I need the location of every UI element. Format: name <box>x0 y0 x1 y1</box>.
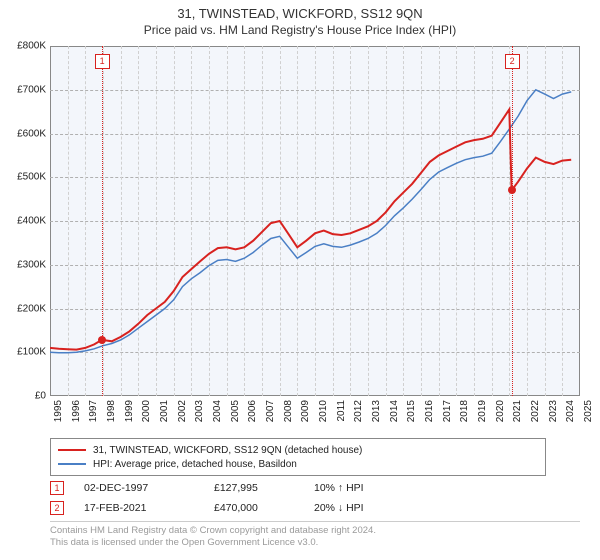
x-tick-label: 2005 <box>230 400 241 422</box>
y-tick-label: £200K <box>17 303 46 314</box>
footer-line-1: Contains HM Land Registry data © Crown c… <box>50 525 580 537</box>
transaction-date: 02-DEC-1997 <box>84 482 214 494</box>
transaction-price: £470,000 <box>214 502 314 514</box>
x-tick-label: 2025 <box>583 400 594 422</box>
x-tick-label: 1996 <box>71 400 82 422</box>
transaction-row: 1 02-DEC-1997£127,99510% ↑ HPI <box>50 478 546 498</box>
transaction-badge: 2 <box>50 501 64 515</box>
x-tick-label: 1999 <box>124 400 135 422</box>
transaction-table: 1 02-DEC-1997£127,99510% ↑ HPI 2 17-FEB-202… <box>50 478 546 518</box>
x-tick-label: 2009 <box>300 400 311 422</box>
x-tick-label: 2010 <box>318 400 329 422</box>
x-tick-label: 2012 <box>353 400 364 422</box>
y-tick-label: £500K <box>17 172 46 183</box>
legend-label: HPI: Average price, detached house, Basi… <box>93 459 297 470</box>
x-tick-label: 2014 <box>389 400 400 422</box>
legend-item: 31, TWINSTEAD, WICKFORD, SS12 9QN (detac… <box>58 443 538 457</box>
footer-line-2: This data is licensed under the Open Gov… <box>50 537 580 549</box>
x-tick-label: 2003 <box>194 400 205 422</box>
x-tick-label: 1995 <box>53 400 64 422</box>
transaction-badge: 1 <box>50 481 64 495</box>
line-svg <box>50 46 580 396</box>
x-tick-label: 2001 <box>159 400 170 422</box>
y-tick-label: £0 <box>35 391 46 402</box>
x-tick-label: 2018 <box>459 400 470 422</box>
x-tick-label: 2007 <box>265 400 276 422</box>
y-tick-label: £800K <box>17 41 46 52</box>
x-tick-label: 2021 <box>512 400 523 422</box>
x-tick-label: 2016 <box>424 400 435 422</box>
x-tick-label: 2008 <box>283 400 294 422</box>
y-tick-label: £600K <box>17 128 46 139</box>
legend-item: HPI: Average price, detached house, Basi… <box>58 457 538 471</box>
transaction-price: £127,995 <box>214 482 314 494</box>
chart-subtitle: Price paid vs. HM Land Registry's House … <box>0 21 600 37</box>
x-tick-label: 2000 <box>141 400 152 422</box>
x-tick-label: 2022 <box>530 400 541 422</box>
chart-container: 31, TWINSTEAD, WICKFORD, SS12 9QN Price … <box>0 0 600 560</box>
x-tick-label: 2017 <box>442 400 453 422</box>
marker-point <box>508 186 516 194</box>
chart-title: 31, TWINSTEAD, WICKFORD, SS12 9QN <box>0 0 600 21</box>
marker-badge: 2 <box>505 54 520 69</box>
marker-point <box>98 336 106 344</box>
transaction-delta: 20% ↓ HPI <box>314 502 434 514</box>
transaction-row: 2 17-FEB-2021£470,00020% ↓ HPI <box>50 498 546 518</box>
plot-area: 12 £0£100K£200K£300K£400K£500K£600K£700K… <box>50 46 580 396</box>
legend-box: 31, TWINSTEAD, WICKFORD, SS12 9QN (detac… <box>50 438 546 476</box>
y-tick-label: £300K <box>17 259 46 270</box>
x-tick-label: 1998 <box>106 400 117 422</box>
series-hpi <box>50 90 571 353</box>
footer-attribution: Contains HM Land Registry data © Crown c… <box>50 521 580 550</box>
x-tick-label: 2013 <box>371 400 382 422</box>
marker-line <box>512 46 513 396</box>
marker-badge: 1 <box>95 54 110 69</box>
y-tick-label: £100K <box>17 347 46 358</box>
transaction-date: 17-FEB-2021 <box>84 502 214 514</box>
x-tick-label: 2023 <box>548 400 559 422</box>
x-tick-label: 2019 <box>477 400 488 422</box>
y-tick-label: £700K <box>17 84 46 95</box>
x-tick-label: 2011 <box>336 400 347 422</box>
x-tick-label: 2004 <box>212 400 223 422</box>
transaction-delta: 10% ↑ HPI <box>314 482 434 494</box>
series-property <box>50 109 571 349</box>
x-tick-label: 1997 <box>88 400 99 422</box>
x-tick-label: 2020 <box>495 400 506 422</box>
legend-label: 31, TWINSTEAD, WICKFORD, SS12 9QN (detac… <box>93 445 362 456</box>
y-tick-label: £400K <box>17 216 46 227</box>
x-tick-label: 2024 <box>565 400 576 422</box>
x-tick-label: 2006 <box>247 400 258 422</box>
x-tick-label: 2002 <box>177 400 188 422</box>
legend-swatch <box>58 463 86 465</box>
x-tick-label: 2015 <box>406 400 417 422</box>
legend-swatch <box>58 449 86 451</box>
